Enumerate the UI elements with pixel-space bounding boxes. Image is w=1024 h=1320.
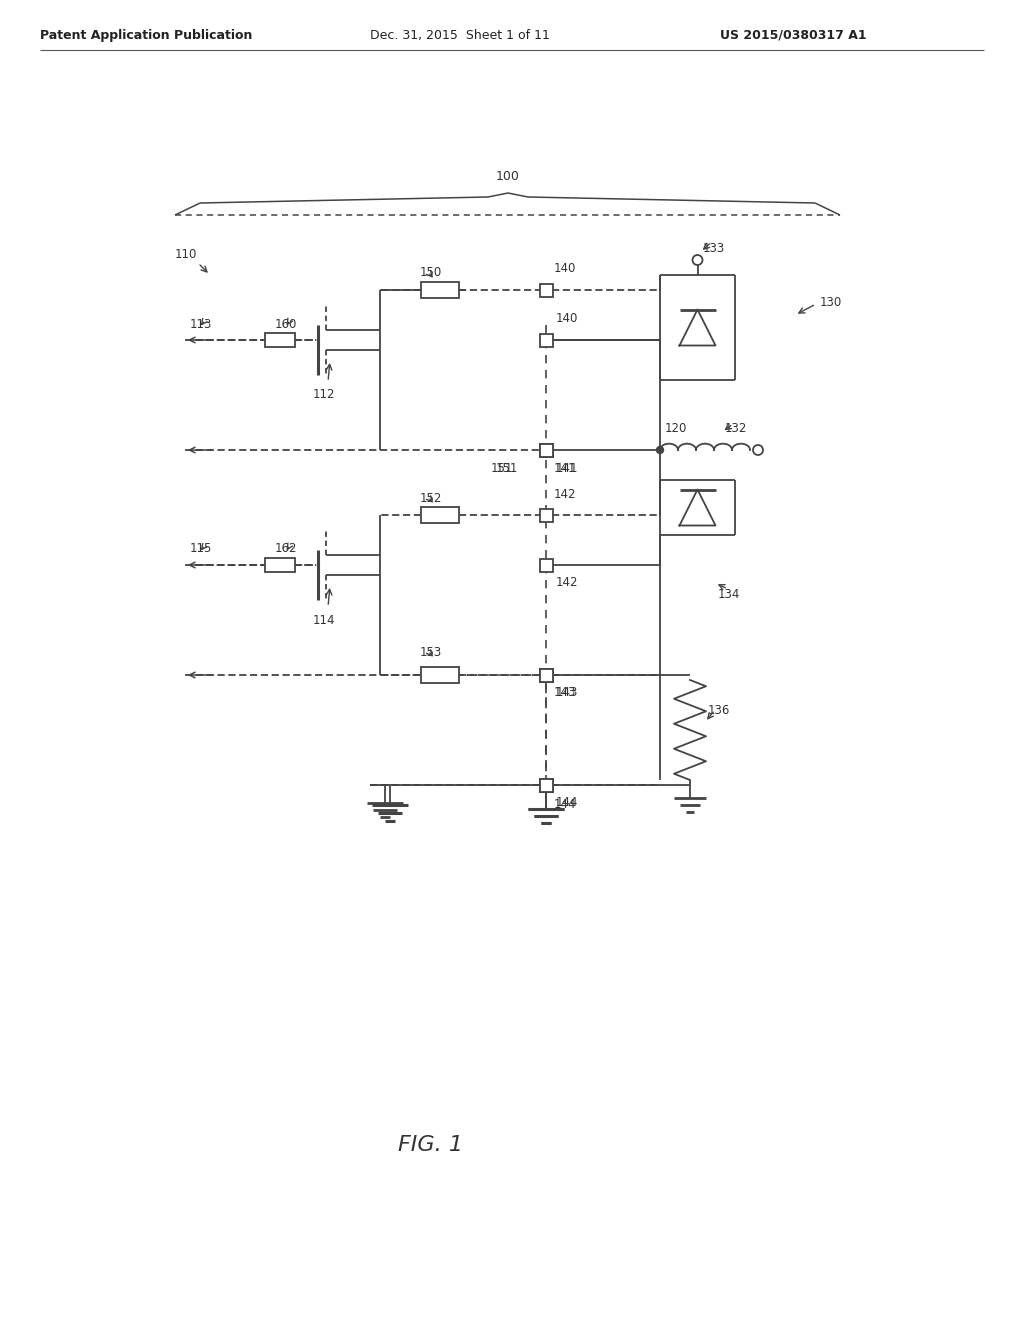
Text: 142: 142	[554, 488, 577, 502]
Bar	[265, 558, 295, 572]
Text: 152: 152	[420, 491, 442, 504]
Text: Dec. 31, 2015  Sheet 1 of 11: Dec. 31, 2015 Sheet 1 of 11	[370, 29, 550, 41]
Bar	[540, 444, 553, 457]
Bar	[540, 668, 553, 681]
Text: 130: 130	[820, 296, 843, 309]
Bar	[540, 508, 553, 521]
Bar	[540, 334, 553, 346]
Circle shape	[656, 446, 664, 454]
Text: 151: 151	[490, 462, 513, 474]
Text: 114: 114	[313, 614, 336, 627]
Text: 141: 141	[554, 462, 577, 474]
Bar	[421, 282, 459, 298]
Text: 134: 134	[718, 589, 740, 602]
Text: 160: 160	[275, 318, 297, 330]
Text: FIG. 1: FIG. 1	[397, 1135, 463, 1155]
Text: 113: 113	[190, 318, 212, 330]
Text: 100: 100	[496, 170, 520, 183]
Text: 141: 141	[556, 462, 579, 474]
Text: Patent Application Publication: Patent Application Publication	[40, 29, 252, 41]
Bar	[265, 333, 295, 347]
Text: 140: 140	[556, 312, 579, 325]
Text: 151: 151	[496, 462, 518, 474]
Bar	[540, 444, 553, 457]
Text: 115: 115	[190, 543, 212, 556]
Text: 144: 144	[556, 796, 579, 809]
Text: 142: 142	[556, 577, 579, 590]
Text: 112: 112	[313, 388, 336, 401]
Bar	[540, 284, 553, 297]
Text: 120: 120	[665, 421, 687, 434]
Bar	[540, 668, 553, 681]
Bar	[540, 779, 553, 792]
Text: 132: 132	[725, 421, 748, 434]
Text: 110: 110	[175, 248, 198, 261]
Text: 143: 143	[556, 686, 579, 700]
Text: 133: 133	[702, 242, 725, 255]
Text: US 2015/0380317 A1: US 2015/0380317 A1	[720, 29, 866, 41]
Bar	[540, 558, 553, 572]
Bar	[540, 779, 553, 792]
Bar	[421, 667, 459, 682]
Text: 162: 162	[275, 543, 298, 556]
Text: 150: 150	[420, 267, 442, 280]
Text: 140: 140	[554, 261, 577, 275]
Text: 153: 153	[420, 647, 442, 660]
Text: 144: 144	[554, 799, 577, 812]
Text: 136: 136	[708, 704, 730, 717]
Bar	[421, 507, 459, 523]
Text: 143: 143	[554, 686, 577, 700]
